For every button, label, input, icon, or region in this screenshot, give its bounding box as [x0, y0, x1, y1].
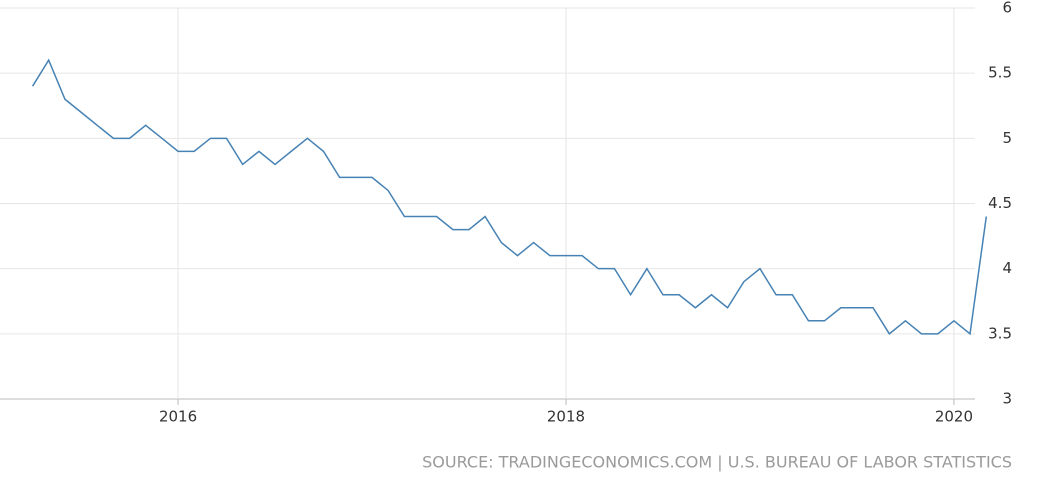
y-tick-label: 5	[1002, 129, 1012, 147]
x-tick-label: 2020	[935, 408, 973, 426]
y-tick-label: 4	[1002, 259, 1012, 277]
x-tick-label: 2018	[547, 408, 585, 426]
x-tick-label: 2016	[159, 408, 197, 426]
y-tick-label: 3.5	[988, 324, 1012, 342]
source: SOURCE: TRADINGECONOMICS.COM | U.S. BURE…	[422, 453, 1012, 472]
y-tick-label: 6	[1002, 0, 1012, 17]
y-tick-label: 3	[1002, 390, 1012, 408]
y-tick-label: 5.5	[988, 64, 1012, 82]
y-tick-label: 4.5	[988, 194, 1012, 212]
data-line	[31, 58, 988, 336]
